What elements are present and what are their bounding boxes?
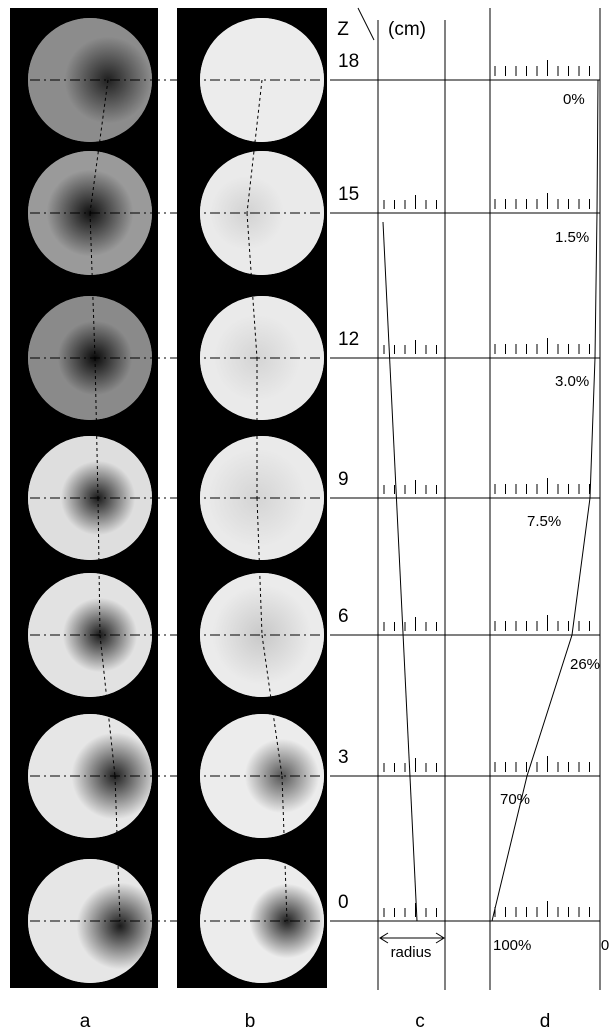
z-value: 0 [338,892,349,913]
z-value: 6 [338,606,349,627]
fraction-label: 0% [563,91,585,108]
panel-label: b [245,1011,256,1032]
fraction-label: 70% [500,791,530,808]
d-right-label: 0 [601,937,609,954]
fraction-label: 3.0% [555,373,589,390]
fraction-label: 26% [570,656,600,673]
panel-label: d [540,1011,551,1032]
z-value: 3 [338,747,349,768]
z-label: Z [337,19,349,40]
figure: Z (cm) radius 100% 0 a b c d 18 0% 15 1.5% 1… [0,0,616,1034]
z-value: 15 [338,184,359,205]
fraction-label: 1.5% [555,229,589,246]
d-left-label: 100% [493,937,531,954]
z-value: 9 [338,469,349,490]
panel-label: a [80,1011,91,1032]
c-curve [383,222,417,921]
fraction-label: 7.5% [527,513,561,530]
unit-label: (cm) [388,19,426,40]
panel-label: c [415,1011,425,1032]
radius-label: radius [391,944,432,961]
z-value: 12 [338,329,359,350]
z-value: 18 [338,51,359,72]
z-slash [358,8,374,40]
